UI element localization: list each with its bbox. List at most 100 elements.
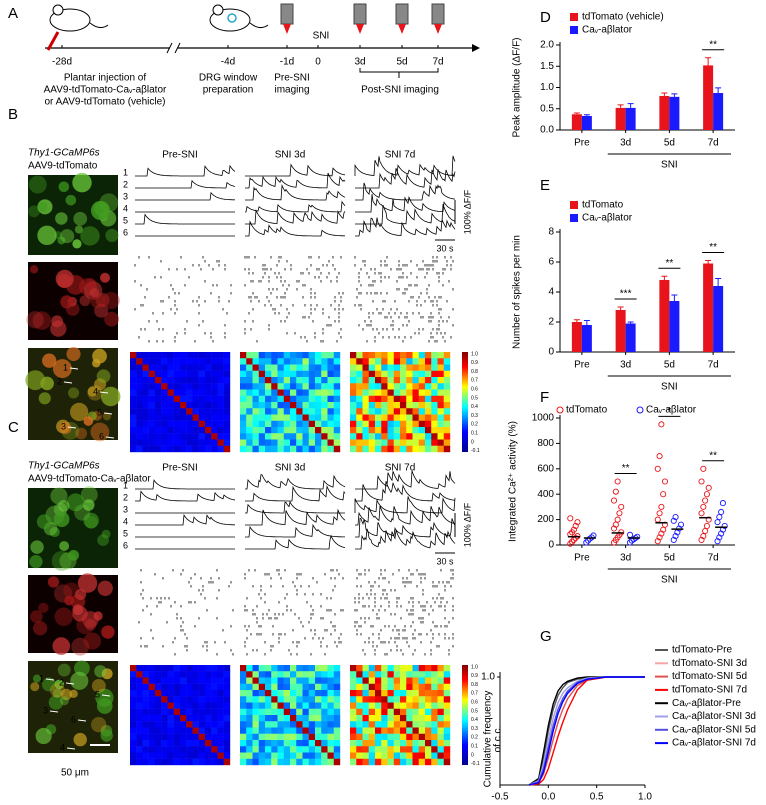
heatmap-cell	[277, 690, 284, 697]
heatmap-cell	[211, 358, 218, 365]
heatmap-cell	[167, 414, 174, 421]
heatmap-cell	[400, 702, 407, 709]
heatmap-cell	[217, 420, 224, 428]
heatmap-cell	[283, 420, 291, 428]
heatmap-cell	[173, 445, 181, 453]
heatmap-cell	[290, 740, 297, 747]
heatmap-cell	[211, 708, 218, 716]
heatmap-cell	[148, 702, 156, 709]
heatmap-cell	[362, 733, 369, 741]
heatmap-cell	[198, 414, 206, 421]
heatmap-cell	[425, 733, 432, 741]
cell-body	[37, 225, 57, 246]
heatmap-cell	[198, 370, 206, 378]
cell-body	[49, 526, 60, 538]
heatmap-cell	[258, 702, 266, 709]
heatmap-cell	[167, 752, 174, 759]
heatmap-cell	[308, 364, 316, 371]
heatmap-cell	[192, 420, 199, 428]
heatmap-cell	[223, 414, 231, 421]
heatmap-cell	[192, 758, 199, 766]
heatmap-cell	[302, 721, 309, 728]
heatmap-cell	[161, 433, 168, 440]
heatmap-cell	[333, 395, 341, 403]
heatmap-cell	[333, 715, 341, 722]
heatmap-cell	[393, 733, 401, 741]
cell-arrow	[77, 719, 87, 722]
heatmap-cell	[283, 677, 291, 684]
legend-label: Caᵥ-aβlator	[582, 25, 633, 36]
cell-body	[79, 295, 91, 307]
heatmap-cell	[368, 715, 376, 722]
heatmap-cell	[333, 740, 341, 747]
cell-number: 2	[123, 492, 128, 502]
heatmap-cell	[406, 364, 413, 371]
heatmap-cell	[425, 389, 432, 396]
cell-number: 6	[71, 714, 76, 724]
heatmap-cell	[333, 690, 341, 697]
heatmap-cell	[142, 715, 149, 722]
heatmap-cell	[258, 715, 266, 722]
laser	[398, 24, 406, 34]
mouse-ear	[52, 4, 64, 16]
heatmap-cell	[246, 715, 253, 722]
data-point	[672, 514, 679, 521]
heatmap-cell	[246, 665, 253, 672]
heatmap-cell	[180, 721, 187, 728]
heatmap-cell	[130, 671, 137, 678]
heatmap-cell	[308, 414, 316, 421]
cell-body	[54, 607, 73, 626]
heatmap-cell	[283, 352, 291, 359]
heatmap-cell	[148, 352, 156, 359]
heatmap-cell	[437, 665, 444, 672]
cell-body	[57, 500, 70, 512]
heatmap-cell	[283, 708, 291, 716]
heatmap-cell	[217, 408, 224, 415]
heatmap-cell	[290, 377, 297, 384]
heatmap-cell	[302, 414, 309, 421]
heatmap-cell	[400, 427, 407, 434]
heatmap-cell	[192, 752, 199, 759]
cell-body	[94, 665, 107, 678]
virus-label: AAV9-tdTomato	[28, 161, 98, 172]
heatmap-cell	[381, 671, 388, 678]
heatmap-cell	[362, 746, 369, 753]
heatmap-cell	[308, 702, 316, 709]
heatmap-cell	[223, 389, 231, 396]
heatmap-cell	[400, 665, 407, 672]
heatmap-cell	[393, 708, 401, 716]
heatmap-cell	[252, 395, 259, 403]
heatmap-cell	[418, 727, 426, 734]
group-label: SNI	[661, 382, 678, 393]
heatmap-cell	[431, 721, 438, 728]
heatmap-cell	[406, 671, 413, 678]
heatmap-cell	[142, 727, 149, 734]
heatmap-cell	[437, 740, 444, 747]
heatmap-cell	[443, 395, 451, 403]
calcium-trace	[354, 470, 456, 550]
heatmap-cell	[167, 445, 174, 453]
heatmap-cell	[186, 402, 193, 409]
heatmap-cell	[327, 395, 334, 403]
column-header: Pre-SNI	[162, 463, 198, 474]
heatmap-cell	[148, 696, 156, 703]
heatmap-cell	[205, 708, 212, 716]
heatmap-cell	[161, 733, 168, 741]
heatmap-cell	[375, 702, 382, 709]
cell-body	[53, 511, 70, 528]
heatmap-cell	[258, 721, 266, 728]
heatmap-cell	[327, 690, 334, 697]
heatmap-cell	[437, 370, 444, 378]
heatmap-cell	[180, 352, 187, 359]
error-bar	[661, 275, 668, 280]
heatmap-cell	[155, 445, 162, 453]
heatmap-cell	[381, 358, 388, 365]
heatmap-cell	[130, 721, 137, 728]
heatmap-cell	[290, 708, 297, 716]
heatmap-cell	[205, 727, 212, 734]
heatmap-cell	[315, 358, 322, 365]
heatmap-cell	[425, 383, 432, 390]
heatmap-cell	[136, 358, 143, 365]
heatmap-cell	[350, 708, 357, 716]
heatmap-cell	[308, 433, 316, 440]
